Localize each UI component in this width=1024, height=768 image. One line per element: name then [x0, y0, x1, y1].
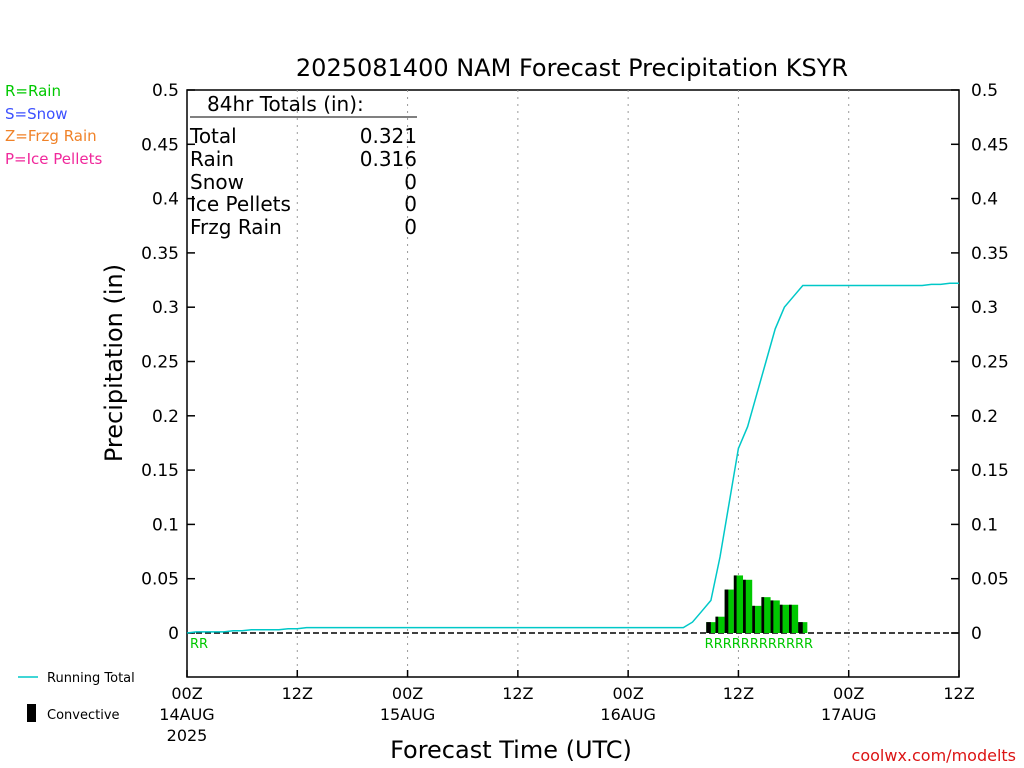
vertical-gridlines — [296, 90, 850, 677]
totals-label-total: Total — [189, 124, 237, 148]
x-tick-year-0: 2025 — [167, 726, 208, 745]
convective-bar-58 — [715, 616, 719, 633]
convective-bar-66 — [788, 604, 792, 633]
precip-bars — [706, 575, 808, 633]
precip-bar-63 — [761, 597, 771, 633]
x-tick-label-4: 00Z — [612, 684, 643, 703]
legend-ice-pellets: P=Ice Pellets — [5, 150, 102, 168]
x-tick-date-4: 16AUG — [600, 705, 655, 724]
y-tick-label-left-6: 0.3 — [152, 298, 179, 318]
y-tick-label-left-2: 0.1 — [152, 515, 179, 535]
y-tick-label-right-9: 0.45 — [971, 135, 1009, 155]
legend-snow: S=Snow — [5, 105, 68, 123]
y-axis-right: 0 0.05 0.1 0.15 0.2 0.25 0.3 0.35 0.4 0.45 0.5 — [951, 81, 1009, 644]
convective-bar-57 — [706, 622, 711, 633]
y-tick-label-right-6: 0.3 — [971, 298, 998, 318]
convective-bar-65 — [779, 604, 783, 633]
convective-bar-62 — [752, 605, 755, 633]
convective-bar-59 — [724, 589, 729, 633]
totals-value-snow: 0 — [404, 170, 417, 194]
running-total-legend-label: Running Total — [47, 671, 135, 686]
convective-bar-63 — [761, 597, 765, 633]
running-total-line — [186, 282, 959, 634]
precip-bar-58 — [715, 616, 725, 633]
y-tick-label-left-5: 0.25 — [141, 353, 179, 373]
y-tick-label-left-10: 0.5 — [152, 81, 179, 101]
y-tick-label-right-4: 0.2 — [971, 407, 998, 427]
y-tick-label-left-8: 0.4 — [152, 190, 179, 210]
y-tick-label-left-7: 0.35 — [141, 244, 179, 264]
legend-rain: R=Rain — [5, 82, 61, 100]
totals-label-snow: Snow — [190, 170, 244, 194]
x-tick-label-6: 00Z — [833, 684, 864, 703]
precip-bar-66 — [788, 604, 799, 633]
precip-type-labels: RR RRRRRRRRRRRR — [190, 637, 813, 652]
precip-bar-67 — [798, 622, 808, 633]
precip-type-label-0: RR — [190, 637, 208, 652]
convective-bar-67 — [798, 622, 803, 633]
y-tick-label-right-10: 0.5 — [971, 81, 998, 101]
totals-box: 84hr Totals (in): Total 0.321 Rain 0.316… — [189, 92, 417, 239]
precip-bar-60 — [733, 575, 744, 633]
y-tick-label-right-3: 0.15 — [971, 461, 1009, 481]
x-tick-date-2: 15AUG — [380, 705, 435, 724]
convective-bar-61 — [743, 579, 746, 633]
x-tick-date-6: 17AUG — [821, 705, 876, 724]
totals-label-rain: Rain — [190, 147, 234, 171]
totals-label-frzg-rain: Frzg Rain — [190, 215, 282, 239]
series-legend: Running Total Convective — [18, 671, 135, 723]
y-tick-label-right-1: 0.05 — [971, 570, 1009, 590]
y-tick-label-left-1: 0.05 — [141, 570, 179, 590]
totals-value-total: 0.321 — [360, 124, 417, 148]
y-tick-label-right-8: 0.4 — [971, 190, 998, 210]
x-axis: 00Z 14AUG 2025 12Z 00Z 15AUG 12Z 00Z 16AUG 12Z 00Z… — [159, 670, 975, 745]
precip-type-legend: R=Rain S=Snow Z=Frzg Rain P=Ice Pellets — [5, 82, 102, 168]
legend-frzg-rain: Z=Frzg Rain — [5, 127, 97, 145]
precip-bar-64 — [770, 600, 780, 633]
chart-title: 2025081400 NAM Forecast Precipitation KS… — [296, 54, 848, 82]
precip-bar-65 — [779, 604, 789, 633]
convective-bar-60 — [733, 575, 737, 633]
totals-heading: 84hr Totals (in): — [207, 92, 364, 116]
y-axis-left: 0 0.05 0.1 0.15 0.2 0.25 0.3 0.35 0.4 0.45 0.5 — [141, 81, 195, 644]
plot-frame — [186, 89, 960, 678]
y-tick-label-left-3: 0.15 — [141, 461, 179, 481]
y-axis-label: Precipitation (in) — [100, 264, 128, 462]
totals-value-ice-pellets: 0 — [404, 192, 417, 216]
y-tick-label-right-5: 0.25 — [971, 353, 1009, 373]
precip-bar-57 — [706, 622, 716, 633]
convective-legend-swatch — [27, 704, 36, 722]
y-tick-label-left-0: 0 — [168, 624, 179, 644]
y-tick-label-right-2: 0.1 — [971, 515, 998, 535]
totals-label-ice-pellets: Ice Pellets — [190, 192, 291, 216]
precip-bar-61 — [743, 579, 753, 633]
y-tick-label-left-4: 0.2 — [152, 407, 179, 427]
convective-legend-label: Convective — [47, 708, 120, 723]
x-tick-date-0: 14AUG — [159, 705, 214, 724]
precip-bar-59 — [724, 589, 734, 633]
x-tick-label-3: 12Z — [502, 684, 533, 703]
x-tick-label-7: 12Z — [943, 684, 974, 703]
y-tick-label-right-7: 0.35 — [971, 244, 1009, 264]
precip-type-label-1: RRRRRRRRRRRR — [705, 637, 813, 652]
precip-bar-62 — [752, 605, 762, 633]
y-tick-label-left-9: 0.45 — [141, 135, 179, 155]
x-tick-label-1: 12Z — [282, 684, 313, 703]
x-tick-label-5: 12Z — [723, 684, 754, 703]
convective-bar-64 — [770, 600, 774, 633]
x-tick-label-0: 00Z — [171, 684, 202, 703]
totals-value-frzg-rain: 0 — [404, 215, 417, 239]
totals-value-rain: 0.316 — [360, 147, 417, 171]
x-axis-label: Forecast Time (UTC) — [390, 736, 632, 764]
x-tick-label-2: 00Z — [392, 684, 423, 703]
y-tick-label-right-0: 0 — [971, 624, 982, 644]
credit-text: coolwx.com/modelts — [852, 746, 1016, 765]
